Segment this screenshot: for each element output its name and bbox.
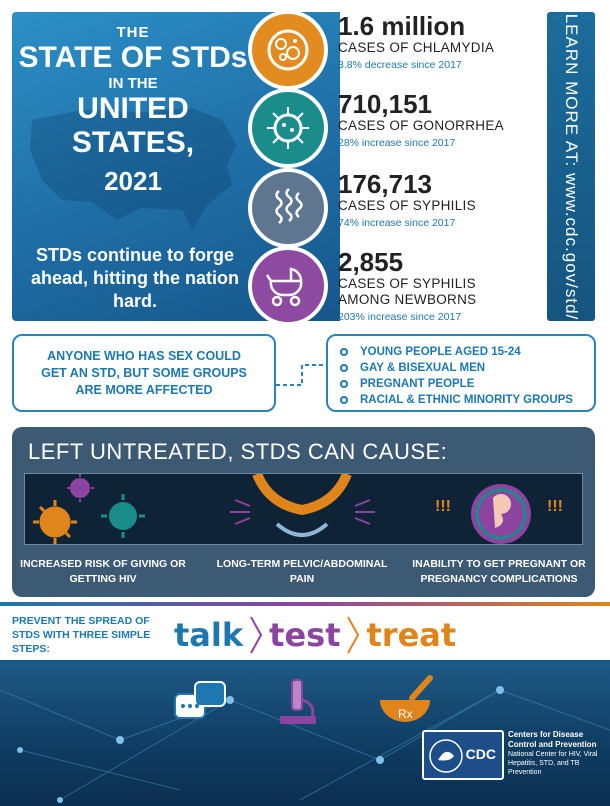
stat-label: CASES OF SYPHILIS bbox=[338, 198, 476, 213]
title-united-states: UNITED STATES, bbox=[71, 92, 195, 159]
step-treat: treat bbox=[366, 616, 457, 654]
spiral-bacteria-icon bbox=[248, 168, 328, 248]
effect-pregnancy: INABILITY TO GET PREGNANT OR PREGNANCY C… bbox=[412, 558, 586, 585]
mortar-pestle-icon: Rx bbox=[380, 675, 433, 722]
three-steps: talk test treat bbox=[168, 610, 462, 660]
learn-more-banner[interactable]: LEARN MORE AT: www.cdc.gov/std/ bbox=[547, 12, 595, 321]
learn-more-link[interactable]: LEARN MORE AT: www.cdc.gov/std/ bbox=[562, 13, 581, 320]
stat-label: CASES OF GONORRHEA bbox=[338, 118, 504, 133]
svg-text:Rx: Rx bbox=[398, 707, 413, 721]
groups-intro-box: ANYONE WHO HAS SEX COULD GET AN STD, BUT… bbox=[12, 334, 276, 412]
stat-text: 2,855 CASES OF SYPHILIS AMONG NEWBORNS 2… bbox=[338, 248, 528, 323]
stat-number: 176,713 bbox=[338, 169, 432, 199]
stat-number: 2,855 bbox=[338, 247, 404, 277]
exclamation-right: !!! bbox=[547, 498, 563, 515]
title-the: THE bbox=[116, 24, 150, 41]
group-label: GAY & BISEXUAL MEN bbox=[360, 362, 486, 374]
stat-number: 710,151 bbox=[338, 89, 432, 119]
exclamation-left: !!! bbox=[435, 498, 451, 515]
color-divider bbox=[0, 602, 610, 606]
list-item: GAY & BISEXUAL MEN bbox=[340, 360, 594, 376]
cdc-logo-text: CDC bbox=[465, 746, 496, 762]
chat-bubbles-icon bbox=[174, 681, 226, 719]
bullet-icon bbox=[340, 380, 348, 388]
list-item: YOUNG PEOPLE AGED 15-24 bbox=[340, 344, 594, 360]
bullet-icon bbox=[340, 396, 348, 404]
stat-change: 74% increase since 2017 bbox=[338, 217, 456, 229]
network-background: Rx CDC Centers for Disease Control and P… bbox=[0, 660, 610, 806]
prevent-text: PREVENT THE SPREAD OF STDS WITH THREE SI… bbox=[12, 615, 151, 655]
stat-gonorrhea: 710,151 CASES OF GONORRHEA 28% increase … bbox=[248, 88, 528, 168]
hero-title: THE STATE OF STDs IN THE UNITED STATES, … bbox=[12, 24, 254, 197]
group-label: PREGNANT PEOPLE bbox=[360, 378, 475, 390]
hero-tagline: STDs continue to forge ahead, hitting th… bbox=[31, 245, 239, 311]
network-lines-icon: Rx bbox=[0, 675, 610, 803]
untreated-heading: LEFT UNTREATED, STDS CAN CAUSE: bbox=[28, 439, 448, 464]
title-year: 2021 bbox=[104, 166, 162, 196]
pelvic-pain-icon bbox=[230, 471, 375, 537]
dashed-connector bbox=[276, 364, 328, 386]
untreated-panel: LEFT UNTREATED, STDS CAN CAUSE: bbox=[12, 427, 595, 597]
us-map-icon bbox=[30, 108, 237, 230]
stat-text: 710,151 CASES OF GONORRHEA 28% increase … bbox=[338, 90, 528, 149]
list-item: RACIAL & ETHNIC MINORITY GROUPS bbox=[340, 392, 594, 408]
stat-text: 1.6 million CASES OF CHLAMYDIA 3.8% decr… bbox=[338, 12, 528, 71]
effect-hiv: INCREASED RISK OF GIVING OR GETTING HIV bbox=[20, 558, 186, 585]
title-in-the: IN THE bbox=[108, 75, 158, 92]
hhs-eagle-icon bbox=[429, 739, 463, 773]
chevron-divider-icon bbox=[250, 616, 263, 654]
untreated-illustration-strip: !!! !!! bbox=[24, 471, 583, 545]
stat-text: 176,713 CASES OF SYPHILIS 74% increase s… bbox=[338, 170, 528, 229]
group-label: YOUNG PEOPLE AGED 15-24 bbox=[360, 346, 521, 358]
groups-list: YOUNG PEOPLE AGED 15-24 GAY & BISEXUAL M… bbox=[326, 334, 596, 412]
stat-label: CASES OF CHLAMYDIA bbox=[338, 40, 495, 55]
stat-change: 28% increase since 2017 bbox=[338, 137, 456, 149]
untreated-illustrations bbox=[33, 471, 531, 544]
cdc-org: Centers for Disease Control and Preventi… bbox=[508, 730, 597, 749]
pregnancy-icon bbox=[471, 484, 531, 544]
bacteria-cell-icon bbox=[248, 10, 328, 90]
cdc-logo: CDC bbox=[422, 730, 504, 780]
step-test: test bbox=[269, 616, 341, 654]
virus-cell-icon bbox=[248, 88, 328, 168]
stat-change: 3.8% decrease since 2017 bbox=[338, 59, 462, 71]
list-item: PREGNANT PEOPLE bbox=[340, 376, 594, 392]
stat-number: 1.6 million bbox=[338, 11, 466, 41]
chevron-divider-icon bbox=[347, 616, 360, 654]
baby-stroller-icon bbox=[248, 246, 328, 326]
effect-pelvic-pain: LONG-TERM PELVIC/ABDOMINAL PAIN bbox=[216, 558, 388, 585]
step-talk: talk bbox=[174, 616, 244, 654]
cdc-caption: Centers for Disease Control and Preventi… bbox=[508, 730, 606, 777]
groups-intro: ANYONE WHO HAS SEX COULD GET AN STD, BUT… bbox=[41, 348, 247, 397]
stats-panel bbox=[340, 12, 540, 321]
stat-chlamydia: 1.6 million CASES OF CHLAMYDIA 3.8% decr… bbox=[248, 10, 528, 90]
stat-syphilis: 176,713 CASES OF SYPHILIS 74% increase s… bbox=[248, 168, 528, 248]
stat-change: 203% increase since 2017 bbox=[338, 311, 462, 323]
hiv-virus-icon bbox=[33, 474, 145, 544]
title-state: STATE OF STDs bbox=[18, 41, 248, 74]
group-label: RACIAL & ETHNIC MINORITY GROUPS bbox=[360, 394, 573, 406]
bullet-icon bbox=[340, 364, 348, 372]
microscope-icon bbox=[280, 679, 316, 724]
bullet-icon bbox=[340, 348, 348, 356]
cdc-center: National Center for HIV, Viral Hepatitis… bbox=[508, 751, 598, 776]
stat-label: CASES OF SYPHILIS AMONG NEWBORNS bbox=[338, 276, 477, 307]
stat-newborn-syphilis: 2,855 CASES OF SYPHILIS AMONG NEWBORNS 2… bbox=[248, 246, 528, 326]
